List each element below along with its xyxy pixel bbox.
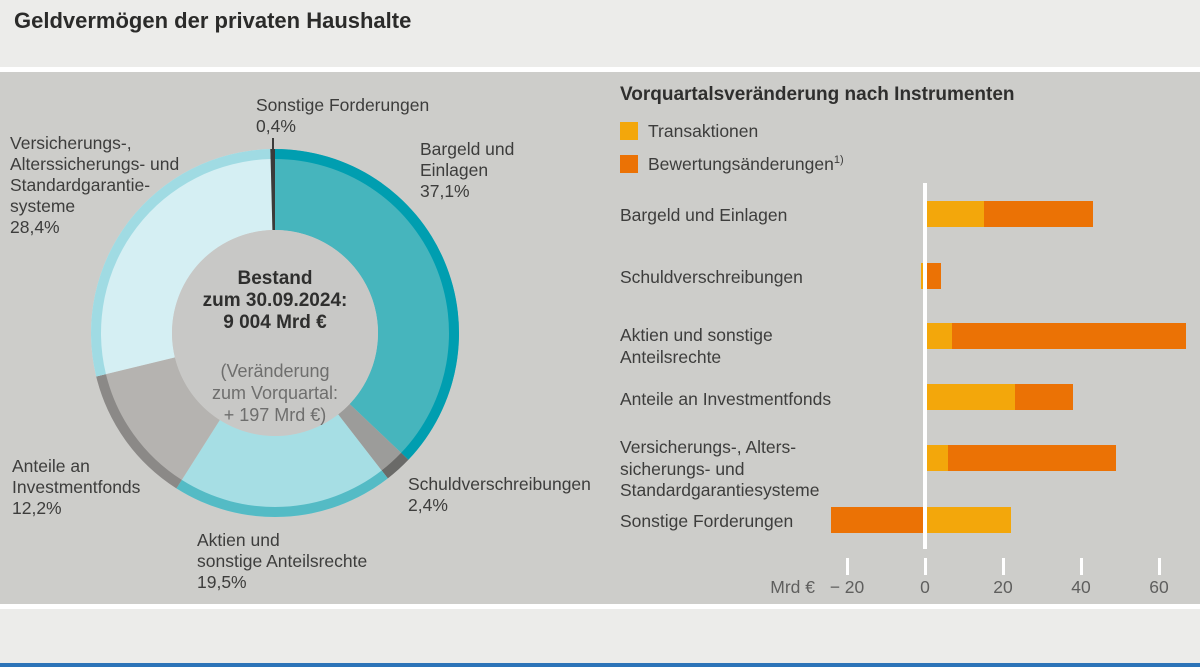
center-line: Bestand bbox=[237, 268, 313, 289]
donut-center-label: Bestand zum 30.09.2024: 9 004 Mrd € (Ver… bbox=[155, 268, 395, 426]
center-sub-line: zum Vorquartal: bbox=[211, 383, 339, 403]
header-band: Geldvermögen der privaten Haushalte bbox=[0, 0, 1200, 67]
donut-center-main: Bestand zum 30.09.2024: 9 004 Mrd € bbox=[155, 268, 395, 334]
donut-slice-rim-1 bbox=[381, 452, 409, 479]
donut-slice-rim-0 bbox=[275, 149, 460, 460]
bar-chart-title: Vorquartalsveränderung nach Instrumenten bbox=[620, 84, 1015, 105]
legend-label-valuation-text: Bewertungsänderungen bbox=[648, 154, 834, 174]
center-line: zum 30.09.2024: bbox=[202, 290, 348, 311]
donut-leader-line bbox=[272, 138, 274, 151]
donut-slice-rim-3 bbox=[96, 374, 182, 489]
page-title: Geldvermögen der privaten Haushalte bbox=[14, 8, 412, 33]
donut-slice-rim-5 bbox=[270, 149, 275, 160]
legend-swatch-valuation-icon bbox=[620, 155, 638, 173]
footer-band: 1 Einschl. sonstiger Volumenänderungen. … bbox=[0, 609, 1200, 663]
legend-footnote-superscript: 1) bbox=[833, 154, 844, 167]
donut-slice-1 bbox=[338, 403, 409, 479]
donut-slice-rim-2 bbox=[176, 470, 388, 517]
donut-hole bbox=[172, 230, 378, 436]
legend-swatch-transactions-icon bbox=[620, 122, 638, 140]
donut-slice-4 bbox=[90, 149, 273, 377]
bottom-rule bbox=[0, 663, 1200, 667]
center-sub-line: + 197 Mrd €) bbox=[223, 405, 327, 425]
donut-center-sub: (Veränderung zum Vorquartal: + 197 Mrd €… bbox=[155, 360, 395, 426]
donut-slice-5 bbox=[270, 149, 275, 231]
donut-slice-3 bbox=[96, 357, 220, 489]
center-sub-line: (Veränderung bbox=[220, 361, 330, 381]
legend-label-valuation: Bewertungsänderungen1) bbox=[648, 154, 844, 175]
donut-slice-2 bbox=[176, 414, 388, 517]
legend-label-transactions: Transaktionen bbox=[648, 121, 759, 141]
center-line: 9 004 Mrd € bbox=[223, 312, 327, 333]
